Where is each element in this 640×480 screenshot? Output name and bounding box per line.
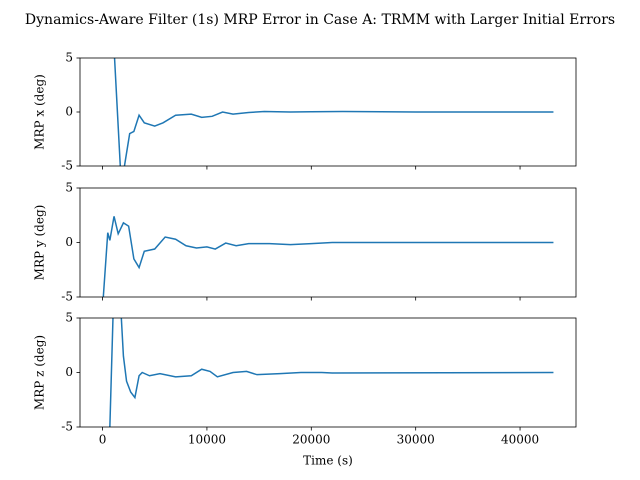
y-tick-label: 5 (65, 51, 73, 65)
y-tick-label: 0 (65, 365, 73, 379)
x-tick-label: 10000 (188, 433, 226, 447)
x-tick-label: 40000 (501, 433, 539, 447)
x-tick-label: 30000 (397, 433, 435, 447)
y-tick-label: -5 (61, 290, 73, 304)
y-axis-label: MRP x (deg) (33, 74, 47, 150)
y-axis-label: MRP z (deg) (33, 335, 47, 410)
y-tick-label: 0 (65, 105, 73, 119)
y-axis-label: MRP y (deg) (33, 205, 47, 281)
y-tick-label: 0 (65, 235, 73, 249)
y-tick-label: 5 (65, 311, 73, 325)
data-line (102, 216, 554, 297)
chart-title: Dynamics-Aware Filter (1s) MRP Error in … (25, 12, 615, 28)
y-tick-label: -5 (61, 420, 73, 434)
y-tick-label: 5 (65, 181, 73, 195)
data-line (113, 58, 554, 166)
y-tick-label: -5 (61, 159, 73, 173)
x-tick-label: 0 (99, 433, 107, 447)
x-tick-label: 20000 (292, 433, 330, 447)
data-line (109, 318, 554, 427)
x-axis-label: Time (s) (303, 454, 353, 468)
